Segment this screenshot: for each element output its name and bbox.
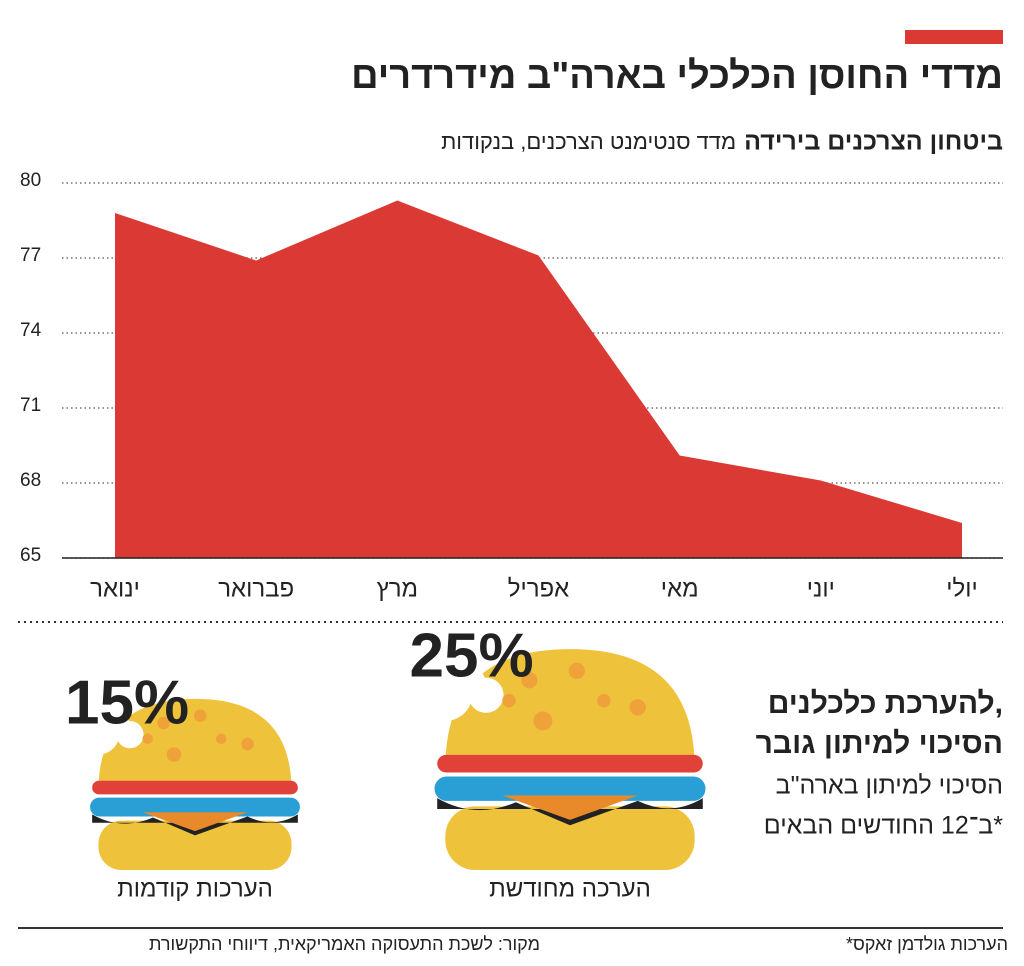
subtitle-bold: ביטחון הצרכנים בירידה	[744, 128, 1003, 156]
heading: הסיכוי למיתון גובר	[756, 727, 1003, 760]
seed	[568, 662, 585, 679]
x-tick-label: מאי	[661, 575, 699, 602]
y-tick-label: 77	[20, 245, 41, 266]
seed	[533, 711, 553, 731]
accent-bar	[905, 30, 1003, 44]
area	[115, 200, 962, 558]
subheading: ב־12 החודשים הבאים*	[764, 812, 1004, 840]
note: *הערכות גולדמן זאקס	[846, 934, 1008, 954]
bite	[468, 677, 504, 713]
y-tick-label: 68	[20, 470, 41, 491]
x-tick-label: יוני	[807, 575, 835, 602]
bun-bottom	[98, 820, 292, 870]
bun-top	[445, 649, 695, 769]
subtitle: מדד סנטימנט הצרכנים, בנקודות	[441, 129, 736, 154]
seed	[142, 733, 154, 745]
category-label: הערכות קודמות	[117, 875, 273, 902]
burger	[77, 698, 300, 870]
blue	[434, 776, 706, 801]
heading: להערכת כלכלנים,	[768, 687, 1003, 720]
seed	[241, 737, 254, 751]
red	[437, 754, 703, 773]
bun-top	[98, 698, 292, 792]
value-label: 25%	[410, 621, 534, 690]
seed	[157, 716, 170, 730]
bite	[116, 720, 144, 749]
chart-title: מדדי החוסן הכלכלי בארה"ב מידרדרים	[351, 55, 1003, 97]
x-tick-label: פברואר	[218, 575, 294, 602]
x-tick-label: יולי	[946, 575, 977, 602]
seed	[521, 672, 538, 689]
seed	[502, 693, 516, 708]
cheese	[502, 795, 638, 820]
x-tick-label: ינואר	[90, 575, 140, 602]
x-tick-label: מרץ	[377, 575, 418, 602]
y-tick-label: 80	[20, 170, 41, 191]
category-label: הערכה מחודשת	[489, 875, 651, 902]
seed	[597, 693, 611, 708]
seed	[193, 709, 207, 723]
subheading: הסיכוי למיתון בארה"ב	[776, 772, 1003, 800]
x-tick-label: אפריל	[508, 575, 569, 602]
cheese	[142, 812, 248, 832]
burger	[418, 649, 706, 870]
source: מקור: לשכת התעסוקה האמריקאית, דיווחי התק…	[149, 934, 540, 954]
value-label: 15%	[65, 669, 189, 738]
seed	[166, 747, 182, 762]
blue	[90, 797, 300, 817]
y-tick-label: 74	[20, 320, 42, 341]
bun-bottom	[445, 806, 695, 870]
seed	[215, 733, 227, 745]
y-tick-label: 65	[20, 545, 41, 566]
red	[92, 780, 298, 795]
y-tick-label: 71	[20, 395, 41, 416]
seed	[629, 699, 646, 716]
